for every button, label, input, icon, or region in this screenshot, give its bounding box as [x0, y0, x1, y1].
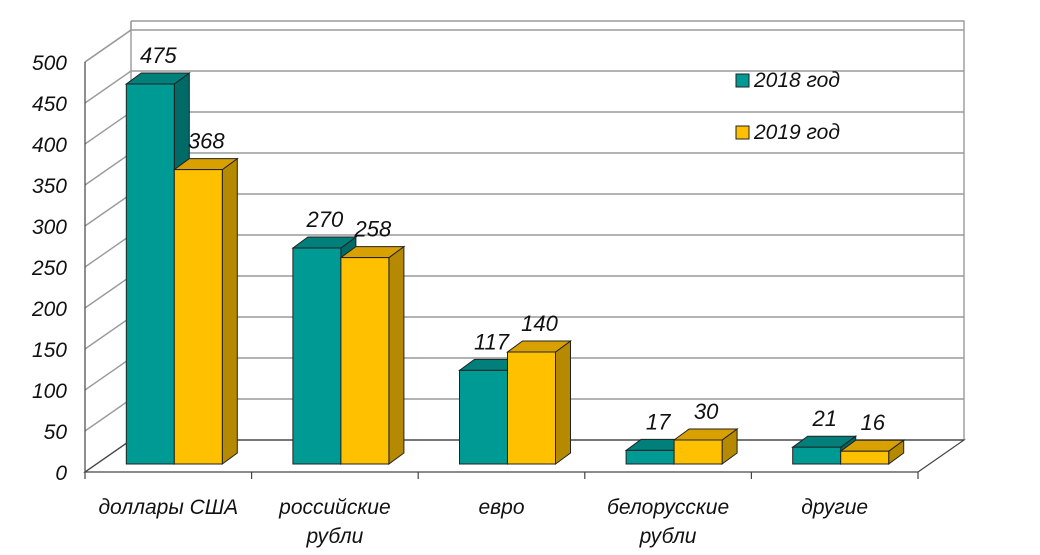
data-label-1-2: 140 [521, 311, 558, 336]
ytick-label-0: 0 [55, 462, 67, 485]
category-label-0-0: доллары США [98, 496, 238, 519]
bar-front-0-1 [292, 247, 342, 465]
bar-front-0-0 [125, 83, 175, 465]
ytick-label-250: 250 [31, 257, 67, 280]
back-wall-outline [131, 20, 965, 440]
data-label-0-1: 270 [306, 207, 344, 232]
ytick-label-200: 200 [31, 298, 67, 321]
category-label-2-0: евро [479, 496, 525, 519]
data-labels: 475 368 270 258 117 140 17 30 21 16 [140, 43, 886, 435]
ytick-label-50: 50 [44, 421, 68, 444]
ytick-label-150: 150 [32, 339, 67, 362]
bar-front-1-2 [507, 351, 556, 465]
y-axis-ticks: 0 50 100 150 200 250 300 350 400 450 500 [31, 52, 67, 485]
data-label-0-3: 17 [646, 409, 671, 434]
bars [124, 72, 906, 465]
bar-front-0-4 [792, 446, 842, 465]
data-label-1-0: 368 [188, 129, 225, 154]
data-label-1-1: 258 [354, 217, 392, 242]
legend: 2018 год 2019 год [735, 69, 840, 144]
category-label-3-1: рубли [639, 525, 697, 548]
x-axis-categories: доллары США российские рубли евро белорусски… [98, 496, 868, 548]
bar-front-0-3 [625, 449, 675, 465]
bar-front-0-2 [459, 369, 508, 465]
legend-label-1: 2019 год [753, 121, 840, 144]
ytick-label-350: 350 [32, 175, 67, 198]
ytick-label-500: 500 [32, 52, 67, 75]
back-wall-left-edge [84, 21, 132, 63]
bar-1-0 [172, 157, 239, 465]
bar-1-4 [839, 439, 906, 465]
data-label-0-0: 475 [140, 43, 177, 68]
bar-1-1 [339, 245, 406, 465]
bar-side-1-2 [555, 340, 571, 465]
data-label-0-4: 21 [811, 406, 836, 431]
data-label-1-3: 30 [694, 399, 719, 424]
data-label-1-4: 16 [860, 410, 885, 435]
legend-swatch-0 [735, 73, 750, 88]
category-label-1-0: российские [278, 496, 391, 519]
ytick-label-450: 450 [32, 93, 67, 116]
category-label-4-0: другие [801, 496, 868, 519]
bar-front-1-4 [840, 450, 890, 465]
floor [83, 439, 966, 473]
category-label-1-1: рубли [305, 525, 363, 548]
bar-1-3 [672, 428, 739, 465]
ytick-label-300: 300 [32, 216, 67, 239]
bar-1-2 [505, 340, 573, 465]
legend-swatch-1 [735, 125, 750, 140]
ytick-label-100: 100 [32, 380, 67, 403]
bar-side-1-1 [388, 245, 405, 465]
category-label-3-0: белорусские [607, 496, 729, 519]
data-label-0-2: 117 [474, 329, 510, 354]
legend-label-0: 2018 год [753, 69, 840, 92]
bar-front-1-3 [673, 439, 723, 465]
bar-front-1-0 [173, 169, 223, 465]
gridline-500 [84, 29, 964, 63]
bar-front-1-1 [340, 257, 390, 465]
ytick-label-400: 400 [32, 134, 67, 157]
bar-side-1-0 [221, 157, 238, 465]
